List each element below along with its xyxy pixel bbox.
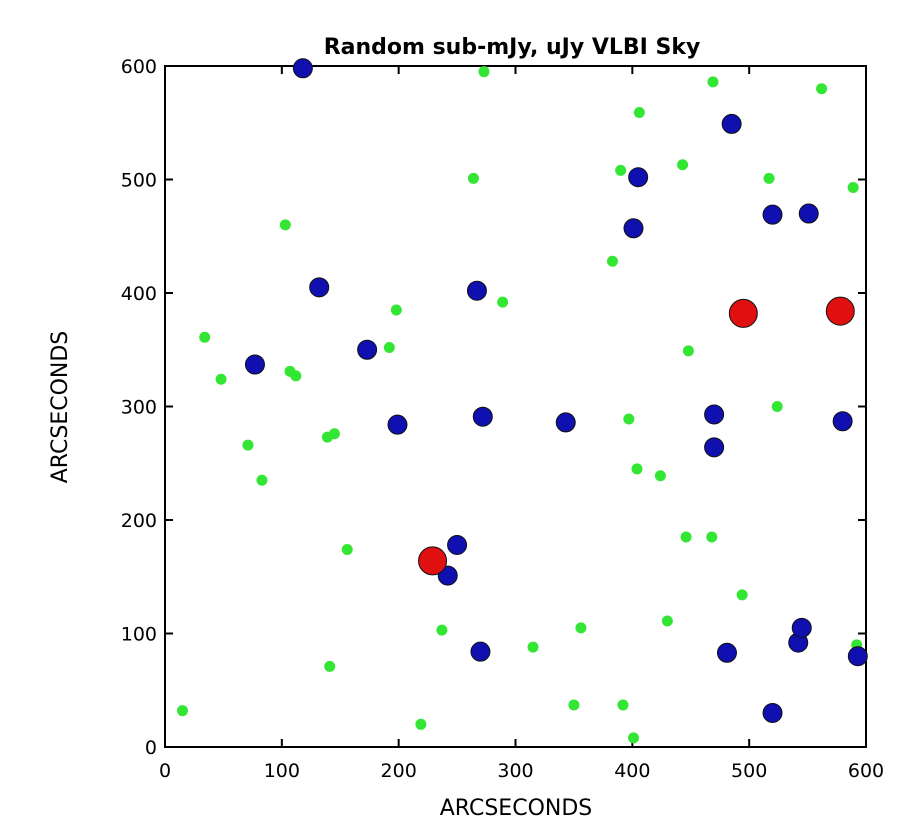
data-point-small <box>771 401 783 412</box>
x-tick-label: 200 <box>381 760 417 782</box>
data-point-small <box>575 622 587 634</box>
data-point-small <box>847 181 859 193</box>
x-tick-label: 100 <box>264 760 300 782</box>
data-point-medium <box>832 411 853 432</box>
data-point-small <box>633 107 645 119</box>
data-point-small <box>617 699 629 711</box>
data-point-medium <box>716 642 737 663</box>
data-point-small <box>568 699 580 711</box>
data-point-small <box>628 732 640 744</box>
data-point-medium <box>447 534 468 555</box>
data-point-large <box>825 296 855 326</box>
data-point-small <box>383 341 395 353</box>
data-point-medium <box>357 339 378 360</box>
y-tick-label: 100 <box>121 624 157 646</box>
data-point-medium <box>847 646 868 667</box>
data-point-large <box>728 298 758 328</box>
data-point-small <box>654 470 666 482</box>
data-point-small <box>661 615 673 627</box>
data-point-small <box>682 345 694 357</box>
x-tick-label: 500 <box>731 760 767 782</box>
data-point-small <box>279 219 291 231</box>
data-point-medium <box>704 404 725 425</box>
data-point-small <box>527 641 539 653</box>
data-point-medium <box>791 617 812 638</box>
data-point-small <box>215 373 227 385</box>
data-point-small <box>390 304 402 316</box>
y-tick-label: 600 <box>121 56 157 78</box>
data-point-small <box>497 296 509 308</box>
data-point-small <box>478 66 490 78</box>
data-point-large <box>418 546 448 576</box>
data-point-small <box>706 531 718 543</box>
data-point-small <box>707 76 719 88</box>
y-tick-label: 400 <box>121 283 157 305</box>
data-point-small <box>615 164 627 176</box>
x-axis-label: ARCSECONDS <box>440 796 593 821</box>
data-point-small <box>736 589 748 601</box>
data-point-small <box>328 428 340 440</box>
plot-frame <box>164 65 867 748</box>
data-point-small <box>816 83 828 95</box>
data-point-small <box>606 255 618 267</box>
y-tick-label: 200 <box>121 510 157 532</box>
chart-title: Random sub-mJy, uJy VLBI Sky <box>324 35 701 60</box>
data-points <box>177 58 868 744</box>
data-point-medium <box>762 204 783 225</box>
data-point-medium <box>466 280 487 301</box>
data-point-small <box>341 544 353 556</box>
data-point-small <box>763 172 775 184</box>
data-point-medium <box>470 641 491 662</box>
data-point-small <box>290 370 302 382</box>
data-point-medium <box>292 58 313 79</box>
data-point-small <box>623 413 635 425</box>
data-point-medium <box>309 277 330 298</box>
data-point-small <box>199 331 211 343</box>
x-tick-label: 0 <box>159 760 171 782</box>
y-axis-label: ARCSECONDS <box>48 331 73 484</box>
data-point-small <box>631 463 643 475</box>
data-point-small <box>324 660 336 672</box>
data-point-medium <box>628 167 649 188</box>
data-point-medium <box>721 113 742 134</box>
data-point-medium <box>472 406 493 427</box>
x-axis-ticks: 0 100 200 300 400 500 600 <box>159 66 884 782</box>
data-point-medium <box>387 414 408 435</box>
x-tick-label: 600 <box>848 760 884 782</box>
data-point-small <box>680 531 692 543</box>
data-point-medium <box>555 412 576 433</box>
y-tick-label: 0 <box>145 737 157 759</box>
data-point-medium <box>798 203 819 224</box>
data-point-small <box>177 705 189 717</box>
data-point-small <box>415 718 427 730</box>
y-tick-label: 500 <box>121 170 157 192</box>
data-point-small <box>677 159 689 171</box>
data-point-small <box>467 172 479 184</box>
data-point-medium <box>244 354 265 375</box>
y-tick-label: 300 <box>121 397 157 419</box>
data-point-small <box>242 439 254 451</box>
data-point-small <box>256 474 268 486</box>
y-axis-ticks: 0 100 200 300 400 500 600 <box>121 56 866 759</box>
data-point-medium <box>704 437 725 458</box>
data-point-small <box>436 624 448 636</box>
x-tick-label: 400 <box>614 760 650 782</box>
data-point-medium <box>762 702 783 723</box>
x-tick-label: 300 <box>497 760 533 782</box>
data-point-medium <box>623 218 644 239</box>
